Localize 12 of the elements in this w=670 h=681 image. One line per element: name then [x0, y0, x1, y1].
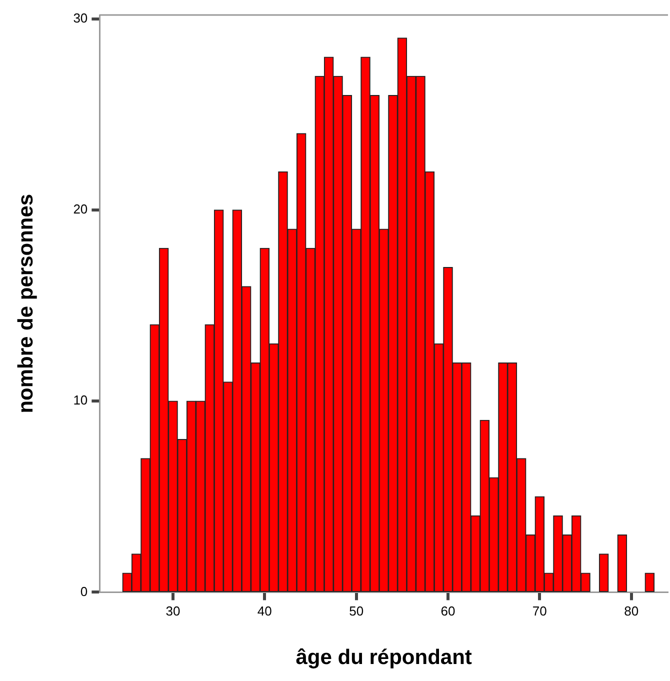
y-axis-title: nombre de personnes — [14, 194, 38, 414]
x-tick-label: 80 — [624, 604, 639, 619]
x-tick-label: 40 — [257, 604, 272, 619]
y-tick-label: 20 — [73, 202, 88, 217]
y-tick-label: 10 — [73, 392, 88, 408]
x-tick-label: 60 — [440, 604, 456, 619]
x-tick-label: 70 — [532, 604, 547, 619]
y-tick-label: 30 — [73, 10, 88, 26]
y-tick-label: 0 — [80, 584, 88, 599]
x-axis-title: âge du répondant — [296, 646, 472, 670]
x-tick-label: 50 — [349, 604, 364, 619]
x-tick-label: 30 — [166, 604, 180, 619]
